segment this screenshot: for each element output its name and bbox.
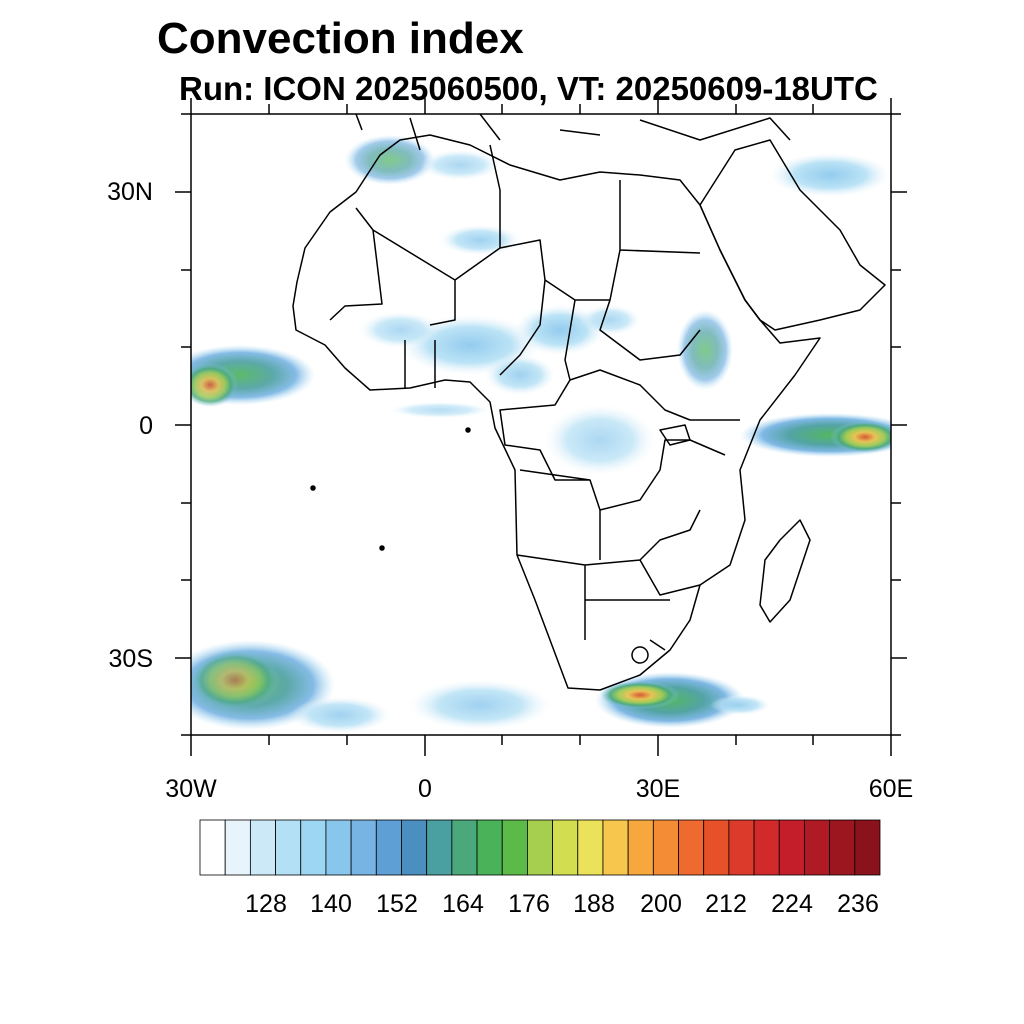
colorbar-label: 200 — [640, 890, 682, 918]
colorbar-swatch — [350, 819, 377, 876]
madagascar — [759, 519, 811, 623]
colorbar-labels: 128 140 152 164 176 188 200 212 224 236 — [245, 890, 879, 918]
colorbar-label: 140 — [310, 890, 352, 918]
lon-label-60e: 60E — [869, 775, 913, 803]
colorbar-swatch — [300, 819, 327, 876]
colorbar-swatch — [501, 819, 528, 876]
colorbar-swatch — [703, 819, 730, 876]
colorbar-swatch — [275, 819, 302, 876]
colorbar-swatch — [476, 819, 503, 876]
colorbar-swatch — [678, 819, 705, 876]
colorbar-swatch — [375, 819, 402, 876]
colorbar-label: 224 — [771, 890, 813, 918]
map-subtitle: Run: ICON 2025060500, VT: 20250609-18UTC — [179, 70, 878, 107]
lat-label-0: 0 — [139, 412, 153, 440]
map-title: Convection index — [157, 14, 524, 63]
coastlines-and-borders — [292, 114, 886, 691]
axis-ticks — [175, 98, 907, 756]
colorbar-label: 152 — [376, 890, 418, 918]
colorbar-swatch — [451, 819, 478, 876]
lon-label-0: 0 — [418, 775, 432, 803]
colorbar-swatch — [778, 819, 805, 876]
colorbar-swatch — [652, 819, 679, 876]
arabia-coastline — [699, 139, 886, 331]
colorbar-label: 188 — [573, 890, 615, 918]
colorbar-swatch — [527, 819, 553, 876]
colorbar-swatch — [577, 819, 604, 876]
colorbar-swatch — [753, 819, 780, 876]
lon-label-30e: 30E — [636, 775, 680, 803]
colorbar-swatch — [426, 819, 453, 876]
colorbar-swatch — [602, 819, 629, 876]
colorbar-label: 164 — [442, 890, 484, 918]
colorbar-swatch — [627, 819, 654, 876]
colorbar-swatch — [728, 819, 755, 876]
lat-label-30s: 30S — [109, 645, 153, 673]
colorbar-swatch — [552, 819, 579, 876]
colorbar — [199, 819, 881, 876]
colorbar-label: 236 — [837, 890, 879, 918]
colorbar-swatch — [401, 819, 428, 876]
colorbar-label: 128 — [245, 890, 287, 918]
colorbar-swatch — [224, 819, 251, 876]
convection-field — [191, 135, 891, 733]
colorbar-swatch — [249, 819, 276, 876]
colorbar-swatch — [199, 819, 226, 876]
colorbar-swatch — [829, 819, 856, 876]
colorbar-swatch — [854, 819, 881, 876]
colorbar-swatch — [804, 819, 831, 876]
colorbar-swatch — [325, 819, 352, 876]
colorbar-label: 212 — [705, 890, 747, 918]
africa-coastline — [292, 134, 821, 691]
lat-label-30n: 30N — [107, 178, 153, 206]
lon-label-30w: 30W — [165, 775, 217, 803]
colorbar-label: 176 — [508, 890, 550, 918]
